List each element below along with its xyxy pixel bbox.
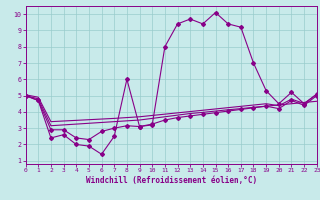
X-axis label: Windchill (Refroidissement éolien,°C): Windchill (Refroidissement éolien,°C) (86, 176, 257, 185)
